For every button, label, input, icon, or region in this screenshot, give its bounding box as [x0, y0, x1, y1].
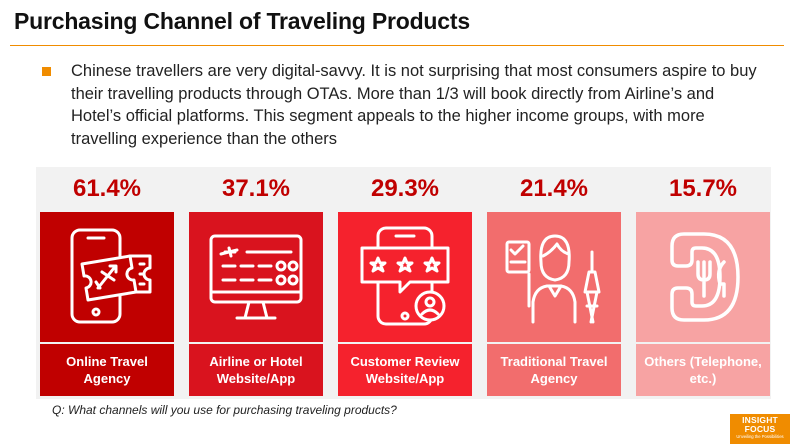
travel-agent-icon	[505, 234, 601, 324]
slide-title: Purchasing Channel of Traveling Products	[14, 8, 470, 34]
survey-question-footnote: Q: What channels will you use for purcha…	[52, 403, 397, 417]
channel-card-traditional-agency: 21.4% Traditional Travel Agency	[487, 167, 621, 399]
channel-percent: 21.4%	[519, 175, 589, 202]
review-stars-icon	[360, 226, 450, 326]
channel-card-online-travel-agency: 61.4% Online Travel Agency	[40, 167, 174, 399]
channel-label: Others (Telephone, etc.)	[636, 344, 770, 396]
channel-label: Traditional Travel Agency	[487, 344, 621, 396]
channel-tile	[636, 212, 770, 342]
title-divider	[10, 45, 784, 46]
channel-tile	[189, 212, 323, 342]
channel-tile	[487, 212, 621, 342]
channel-card-airline-hotel: 37.1% Airline or Hotel Website/App	[189, 167, 323, 399]
channel-card-others: 15.7% Others (Telephone, etc.)	[636, 167, 770, 399]
channel-card-customer-review: 29.3% Customer Review Website/App	[338, 167, 472, 399]
channel-percent: 37.1%	[221, 175, 291, 202]
channel-label: Customer Review Website/App	[338, 344, 472, 396]
channel-tile	[338, 212, 472, 342]
channel-percent: 61.4%	[72, 175, 142, 202]
channel-tile	[40, 212, 174, 342]
insight-focus-logo: INSIGHT FOCUS Unveiling the Possibilitie…	[730, 414, 790, 444]
channels-panel: 61.4% Online Travel Agency 37.1%	[36, 167, 771, 399]
summary-paragraph: Chinese travellers are very digital-savv…	[71, 62, 757, 148]
channel-percent: 15.7%	[668, 175, 738, 202]
telephone-restaurant-icon	[670, 232, 740, 322]
channel-percent: 29.3%	[370, 175, 440, 202]
bullet-square-icon	[42, 67, 51, 76]
channel-label: Airline or Hotel Website/App	[189, 344, 323, 396]
phone-plane-ticket-icon	[70, 228, 152, 324]
flight-board-monitor-icon	[209, 234, 303, 320]
channel-label: Online Travel Agency	[40, 344, 174, 396]
